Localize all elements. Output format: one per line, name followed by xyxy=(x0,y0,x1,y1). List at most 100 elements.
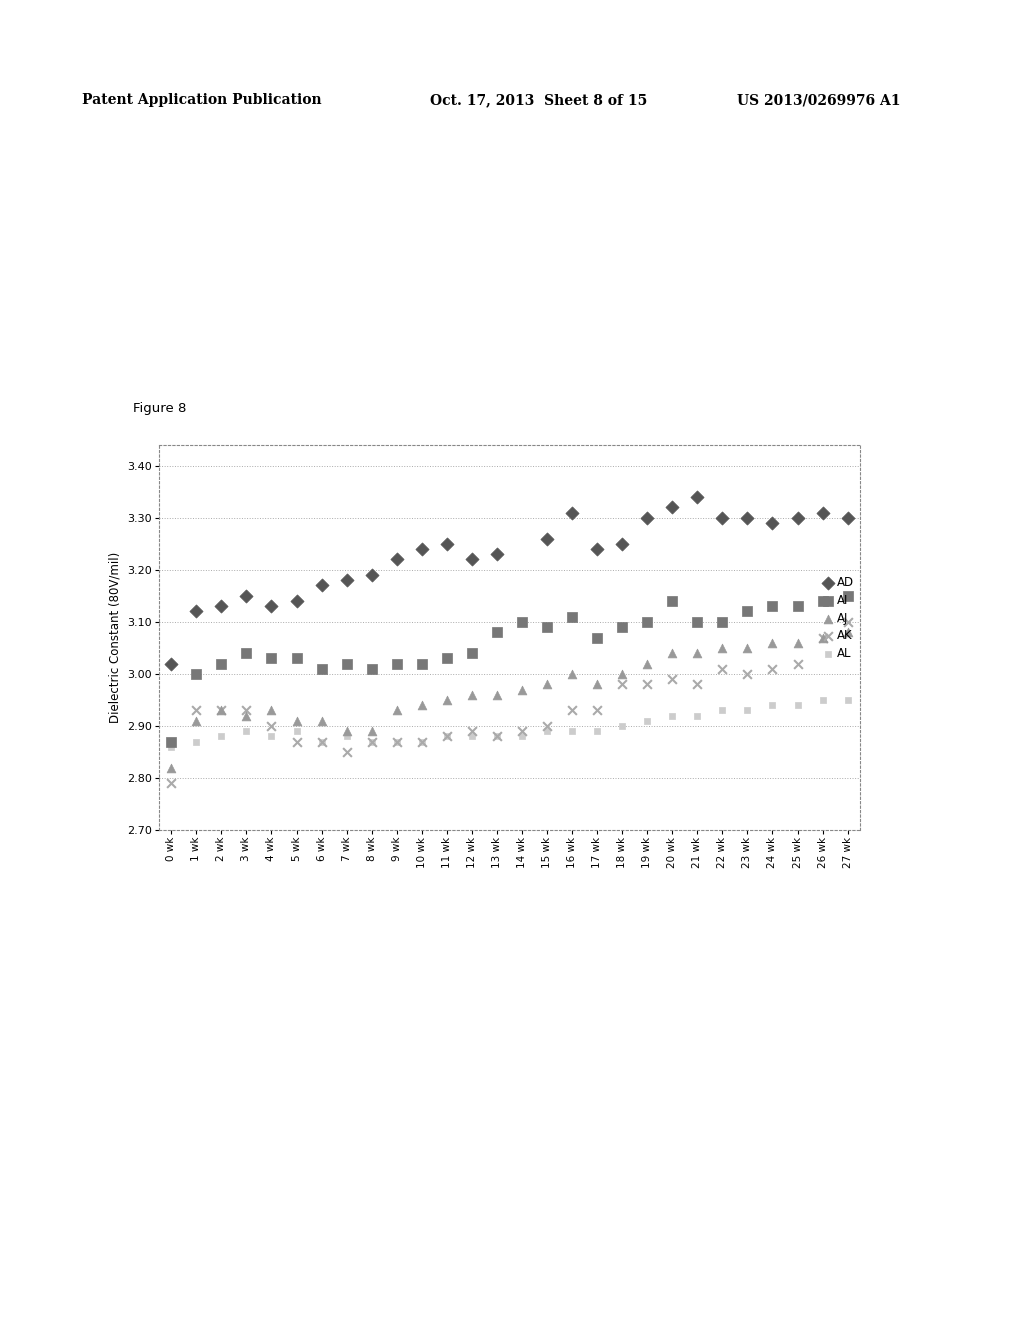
AI xyxy=(313,659,330,680)
AI xyxy=(639,611,655,632)
AI xyxy=(289,648,305,669)
AL xyxy=(840,689,856,710)
AL xyxy=(790,694,806,715)
AK xyxy=(414,731,430,752)
AK xyxy=(213,700,229,721)
Legend: AD, AI, AJ, AK, AL: AD, AI, AJ, AK, AL xyxy=(823,577,854,660)
AJ xyxy=(188,710,205,731)
AK xyxy=(739,664,756,685)
AD xyxy=(840,507,856,528)
Text: Figure 8: Figure 8 xyxy=(133,403,186,414)
AL xyxy=(188,731,205,752)
AJ xyxy=(689,643,706,664)
AL xyxy=(564,721,581,742)
AJ xyxy=(539,673,555,694)
AK xyxy=(488,726,505,747)
AD xyxy=(338,570,354,591)
AI xyxy=(840,585,856,606)
AJ xyxy=(364,721,380,742)
AI xyxy=(338,653,354,675)
AI xyxy=(213,653,229,675)
AJ xyxy=(163,756,179,777)
AJ xyxy=(589,673,605,694)
AK xyxy=(313,731,330,752)
AD xyxy=(539,528,555,549)
AI xyxy=(239,643,255,664)
Text: Oct. 17, 2013  Sheet 8 of 15: Oct. 17, 2013 Sheet 8 of 15 xyxy=(430,92,647,107)
AK xyxy=(689,673,706,694)
AL xyxy=(764,694,780,715)
AI xyxy=(438,648,455,669)
AD xyxy=(313,576,330,597)
AK xyxy=(514,721,530,742)
AJ xyxy=(313,710,330,731)
AJ xyxy=(665,643,681,664)
AI xyxy=(539,616,555,638)
AD xyxy=(163,653,179,675)
AL xyxy=(438,726,455,747)
AD xyxy=(438,533,455,554)
AJ xyxy=(614,664,631,685)
AK xyxy=(289,731,305,752)
AK xyxy=(388,731,404,752)
AL xyxy=(488,726,505,747)
AJ xyxy=(714,638,730,659)
AK xyxy=(464,721,480,742)
AK xyxy=(614,673,631,694)
AL xyxy=(814,689,830,710)
AD xyxy=(589,539,605,560)
AI xyxy=(163,731,179,752)
AD xyxy=(714,507,730,528)
AI xyxy=(689,611,706,632)
AD xyxy=(764,512,780,533)
AK xyxy=(338,742,354,763)
AJ xyxy=(488,684,505,705)
AJ xyxy=(639,653,655,675)
AI xyxy=(714,611,730,632)
AL xyxy=(739,700,756,721)
AL xyxy=(388,731,404,752)
AK xyxy=(814,627,830,648)
AK xyxy=(790,653,806,675)
AD xyxy=(414,539,430,560)
AI xyxy=(488,622,505,643)
AI xyxy=(665,590,681,611)
AL xyxy=(514,726,530,747)
AD xyxy=(639,507,655,528)
AL xyxy=(338,726,354,747)
AD xyxy=(364,565,380,586)
AI xyxy=(764,595,780,616)
AI xyxy=(739,601,756,622)
AK xyxy=(163,772,179,793)
AD xyxy=(388,549,404,570)
AL xyxy=(714,700,730,721)
AI xyxy=(188,664,205,685)
AL xyxy=(689,705,706,726)
AD xyxy=(289,590,305,611)
AJ xyxy=(414,694,430,715)
AD xyxy=(614,533,631,554)
Y-axis label: Dielectric Constant (80V/mil): Dielectric Constant (80V/mil) xyxy=(109,552,122,723)
AL xyxy=(239,721,255,742)
AJ xyxy=(464,684,480,705)
AI xyxy=(514,611,530,632)
AD xyxy=(488,544,505,565)
AJ xyxy=(438,689,455,710)
AK xyxy=(263,715,280,737)
AJ xyxy=(239,705,255,726)
AI xyxy=(464,643,480,664)
AL xyxy=(665,705,681,726)
AI xyxy=(814,590,830,611)
AD xyxy=(464,549,480,570)
AL xyxy=(364,731,380,752)
AL xyxy=(589,721,605,742)
AL xyxy=(313,731,330,752)
AK xyxy=(239,700,255,721)
AL xyxy=(263,726,280,747)
AL xyxy=(163,737,179,758)
AJ xyxy=(289,710,305,731)
AD xyxy=(814,502,830,523)
AD xyxy=(213,595,229,616)
AI xyxy=(263,648,280,669)
AD xyxy=(263,595,280,616)
